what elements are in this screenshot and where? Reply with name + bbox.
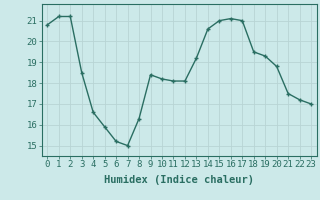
- X-axis label: Humidex (Indice chaleur): Humidex (Indice chaleur): [104, 175, 254, 185]
